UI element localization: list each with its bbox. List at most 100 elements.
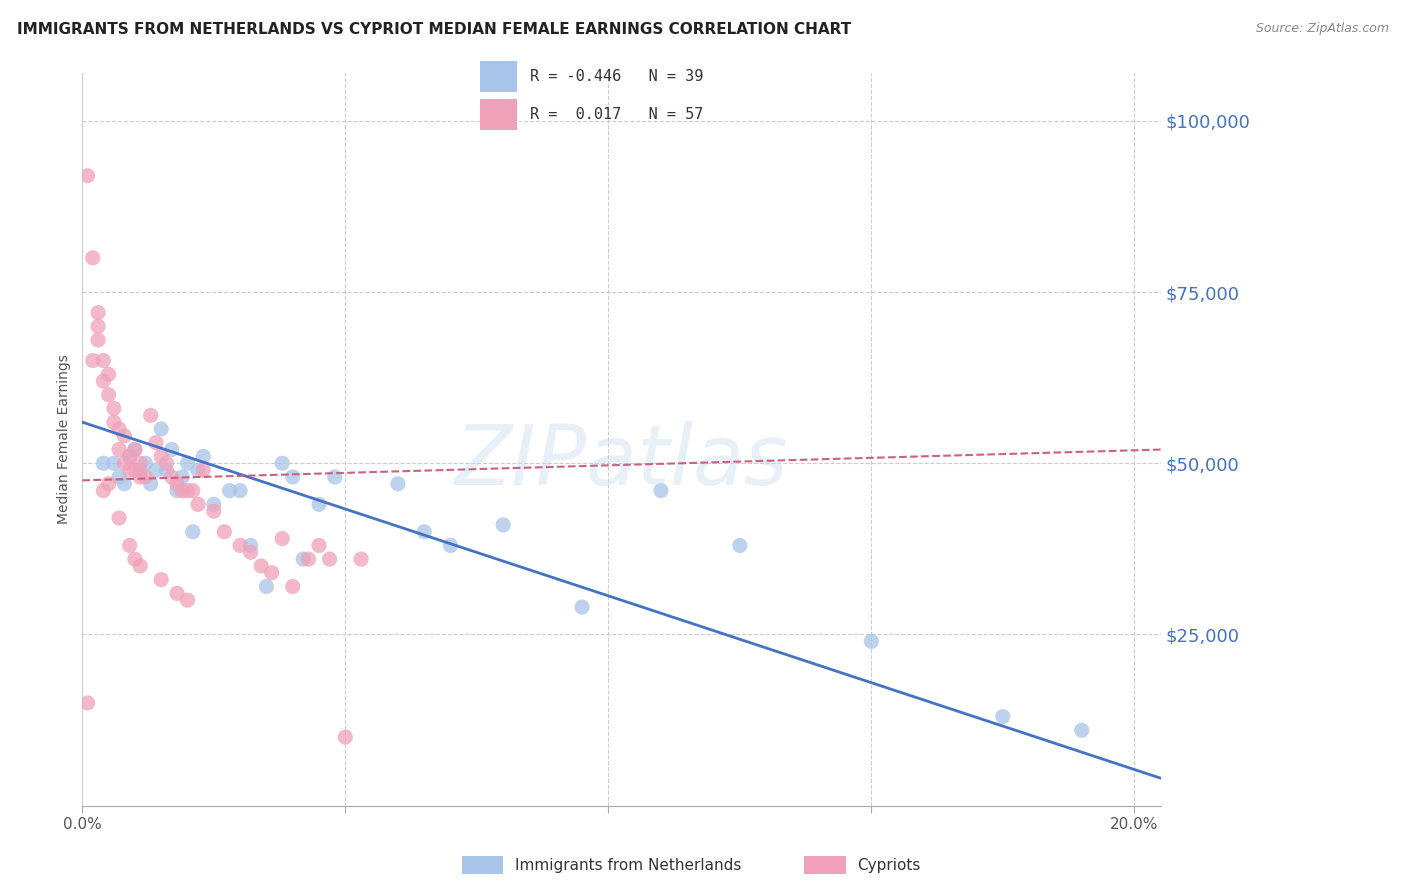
Text: Immigrants from Netherlands: Immigrants from Netherlands (515, 858, 741, 872)
Point (145, 463, 167, 477)
Point (118, 463, 141, 477)
Y-axis label: Median Female Earnings: Median Female Earnings (58, 354, 72, 524)
Point (103, 401, 125, 416)
Point (323, 470, 346, 484)
Point (76, 696, 98, 710)
Point (172, 483, 194, 498)
Point (991, 709, 1014, 723)
Point (112, 476, 135, 491)
Point (166, 483, 188, 498)
Point (155, 463, 177, 477)
Point (250, 558, 273, 573)
Point (150, 450, 173, 464)
Point (97, 476, 120, 491)
Point (214, 524, 236, 539)
Bar (804, 856, 845, 874)
Bar (481, 62, 517, 92)
Point (176, 456, 198, 470)
Text: R = -0.446   N = 39: R = -0.446 N = 39 (530, 69, 703, 84)
Point (308, 538, 330, 552)
Point (112, 456, 135, 470)
Point (82, 353, 104, 368)
Point (134, 470, 156, 484)
Point (76, 169, 98, 183)
Point (124, 442, 146, 457)
Point (492, 517, 515, 532)
Point (118, 450, 141, 464)
Point (181, 483, 204, 498)
Point (97, 368, 120, 382)
Point (87, 319, 110, 334)
Point (202, 497, 225, 511)
Point (87, 333, 110, 347)
Text: Cypriots: Cypriots (858, 858, 921, 872)
Point (112, 429, 135, 443)
Point (124, 442, 146, 457)
Text: ZIPatlas: ZIPatlas (454, 421, 789, 502)
Point (254, 580, 277, 594)
Text: IMMIGRANTS FROM NETHERLANDS VS CYPRIOT MEDIAN FEMALE EARNINGS CORRELATION CHART: IMMIGRANTS FROM NETHERLANDS VS CYPRIOT M… (17, 22, 851, 37)
Point (439, 538, 461, 552)
Point (1070, 723, 1092, 738)
Point (176, 593, 198, 607)
Point (108, 442, 131, 457)
Point (91, 456, 114, 470)
Point (129, 456, 152, 470)
Point (139, 409, 162, 423)
Point (145, 435, 167, 450)
Point (139, 476, 162, 491)
Point (413, 524, 436, 539)
Point (229, 538, 252, 552)
Point (97, 388, 120, 402)
Point (118, 538, 141, 552)
Point (271, 456, 294, 470)
Point (150, 573, 173, 587)
Point (281, 470, 304, 484)
Point (160, 442, 183, 457)
Point (134, 456, 156, 470)
Point (318, 552, 340, 566)
Point (193, 463, 215, 477)
Bar (461, 856, 503, 874)
Point (108, 470, 131, 484)
Point (335, 730, 357, 744)
Point (91, 353, 114, 368)
Point (571, 600, 593, 615)
Point (260, 566, 283, 580)
Point (124, 552, 146, 566)
Point (239, 545, 262, 559)
Point (181, 524, 204, 539)
Point (129, 470, 152, 484)
Point (150, 422, 173, 436)
Point (103, 456, 125, 470)
Point (124, 463, 146, 477)
Point (129, 463, 152, 477)
Point (176, 483, 198, 498)
Point (229, 483, 252, 498)
Point (387, 476, 409, 491)
Point (108, 422, 131, 436)
Point (202, 504, 225, 518)
Point (82, 251, 104, 265)
Point (91, 374, 114, 388)
Point (308, 497, 330, 511)
Point (650, 483, 672, 498)
Point (350, 552, 373, 566)
Point (728, 538, 751, 552)
Point (155, 456, 177, 470)
Point (292, 552, 315, 566)
Point (129, 558, 152, 573)
Point (187, 463, 209, 477)
Point (108, 511, 131, 525)
Point (118, 450, 141, 464)
Point (160, 470, 183, 484)
Point (218, 483, 240, 498)
Bar (481, 99, 517, 130)
Point (193, 450, 215, 464)
Point (172, 470, 194, 484)
Point (87, 305, 110, 319)
Point (281, 580, 304, 594)
Point (239, 538, 262, 552)
Point (297, 552, 319, 566)
Text: R =  0.017   N = 57: R = 0.017 N = 57 (530, 107, 703, 122)
